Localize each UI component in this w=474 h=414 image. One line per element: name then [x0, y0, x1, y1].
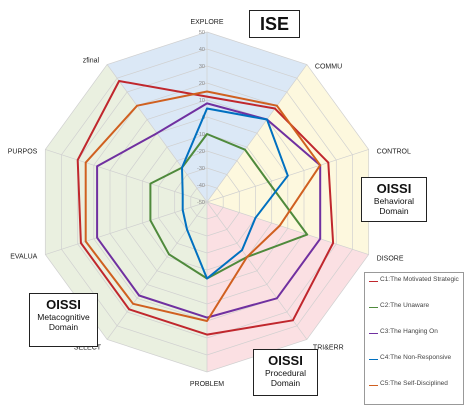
tick-label: -40: [197, 183, 205, 189]
series-line-c1: [76, 80, 335, 336]
axis-spoke: [45, 201, 208, 255]
axis-spoke: [45, 149, 208, 203]
tick-label: -50: [197, 200, 205, 206]
axis-label: COMMU: [315, 63, 342, 70]
legend-label-c4: C4:The Non-Responsive: [380, 354, 452, 361]
axis-spoke: [206, 64, 308, 203]
legend-swatch-c5: [369, 385, 378, 386]
axis-label: DISORE: [377, 256, 404, 263]
domain-sector-procedural: [207, 202, 369, 372]
axis-label: PROBLEM: [190, 381, 224, 388]
ise-domain-label-box: ISE: [249, 10, 300, 38]
axis-spoke: [106, 201, 208, 340]
tick-label: 10: [199, 98, 205, 104]
metacognitive-domain-subtitle: Metacognitive Domain: [37, 312, 90, 332]
procedural-domain-subtitle: Procedural Domain: [264, 368, 307, 388]
tick-label: 50: [199, 30, 205, 36]
series-line-c3: [96, 102, 322, 319]
tick-label: 20: [199, 81, 205, 87]
behavioral-domain-subtitle: Behavioral Domain: [373, 196, 415, 216]
metacognitive-domain-label-box: OISSI Metacognitive Domain: [29, 293, 98, 347]
legend-item-c2: C2:The Unaware: [369, 302, 459, 328]
axis-label: EVALUA: [10, 254, 37, 261]
axis-label: zfinal: [83, 57, 100, 64]
procedural-domain-label-box: OISSI Procedural Domain: [253, 349, 318, 396]
tick-label: -30: [197, 166, 205, 172]
metacognitive-domain-title: OISSI: [46, 297, 81, 312]
tick-label: 40: [199, 47, 205, 53]
axis-label: CONTROL: [377, 148, 411, 155]
chart-legend: C1:The Motivated Strategic C2:The Unawar…: [364, 272, 464, 405]
behavioral-domain-label-box: OISSI Behavioral Domain: [361, 177, 427, 222]
axis-spoke: [206, 201, 369, 255]
legend-swatch-c3: [369, 333, 378, 334]
legend-swatch-c2: [369, 307, 378, 308]
axis-label: SELECT: [74, 345, 102, 352]
tick-label: -20: [197, 149, 205, 155]
legend-swatch-c4: [369, 359, 378, 360]
procedural-domain-title: OISSI: [268, 353, 303, 368]
legend-label-c5: C5:The Self-Disciplined: [380, 380, 448, 387]
tick-label: -10: [197, 132, 205, 138]
axis-label: PURPOS: [8, 148, 38, 155]
legend-item-c5: C5:The Self-Disciplined: [369, 380, 459, 406]
ise-domain-title: ISE: [259, 14, 289, 34]
axis-spoke: [206, 201, 308, 340]
axis-label: TRI&ERR: [313, 345, 344, 352]
legend-label-c3: C3:The Hanging On: [380, 328, 438, 335]
tick-label: 30: [199, 64, 205, 70]
domain-sector-behavioral: [207, 64, 369, 255]
series-line-c4: [181, 107, 289, 280]
legend-swatch-c1: [369, 281, 378, 282]
behavioral-domain-title: OISSI: [376, 181, 412, 196]
legend-label-c1: C1:The Motivated Strategic: [380, 276, 459, 283]
legend-item-c4: C4:The Non-Responsive: [369, 354, 459, 380]
series-line-c5: [84, 90, 322, 322]
legend-item-c1: C1:The Motivated Strategic: [369, 276, 459, 302]
axis-label: EXPLORE: [190, 19, 223, 26]
legend-label-c2: C2:The Unaware: [380, 302, 430, 309]
legend-item-c3: C3:The Hanging On: [369, 328, 459, 354]
